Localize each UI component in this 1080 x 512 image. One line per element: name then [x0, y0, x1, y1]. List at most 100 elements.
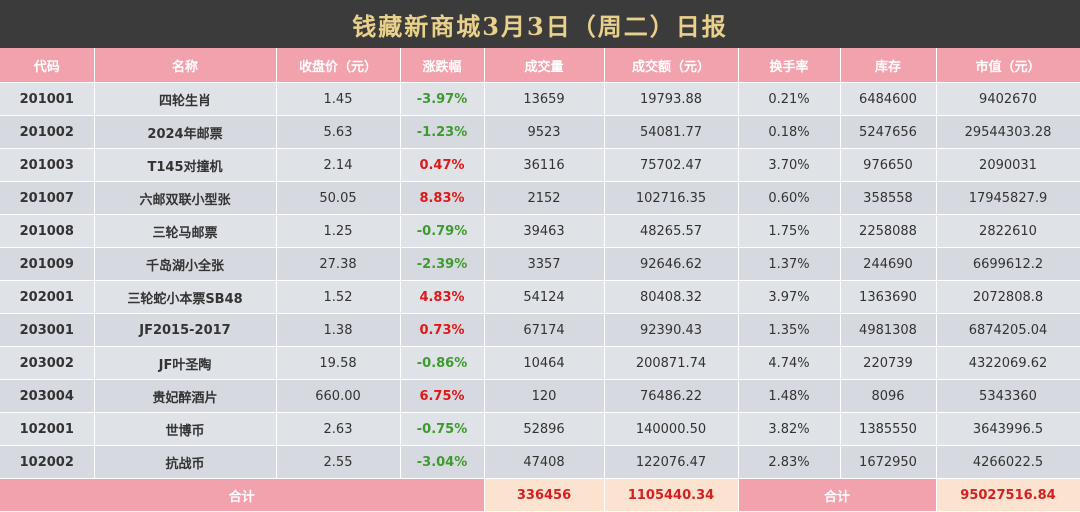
- cell-turnover-rate: 0.21%: [738, 82, 841, 116]
- table-row: 203004 贵妃醉酒片 660.00 6.75% 120 76486.22 1.48% 80…: [0, 379, 1080, 413]
- cell-change: -2.39%: [400, 247, 485, 281]
- cell-stock: 1385550: [840, 412, 937, 446]
- cell-name: T145对撞机: [94, 148, 277, 182]
- cell-code: 203002: [0, 346, 95, 380]
- cell-code: 203001: [0, 313, 95, 347]
- cell-market-value: 29544303.28: [936, 115, 1080, 149]
- cell-turnover: 200871.74: [604, 346, 739, 380]
- cell-market-value: 4266022.5: [936, 445, 1080, 479]
- cell-turnover-rate: 3.82%: [738, 412, 841, 446]
- cell-stock: 8096: [840, 379, 937, 413]
- cell-code: 203004: [0, 379, 95, 413]
- cell-market-value: 6874205.04: [936, 313, 1080, 347]
- cell-name: JF叶圣陶: [94, 346, 277, 380]
- cell-stock: 358558: [840, 181, 937, 215]
- table-row: 201003 T145对撞机 2.14 0.47% 36116 75702.47 3.70%…: [0, 148, 1080, 182]
- cell-turnover-rate: 3.70%: [738, 148, 841, 182]
- total-row: 合计 336456 1105440.34 合计 95027516.84: [0, 478, 1080, 512]
- table-row: 203001 JF2015-2017 1.38 0.73% 67174 92390.43 1…: [0, 313, 1080, 347]
- cell-stock: 976650: [840, 148, 937, 182]
- total-turnover: 1105440.34: [604, 478, 739, 512]
- cell-code: 102001: [0, 412, 95, 446]
- table-row: 201009 千岛湖小全张 27.38 -2.39% 3357 92646.62 1.37%…: [0, 247, 1080, 281]
- cell-volume: 52896: [484, 412, 605, 446]
- cell-code: 202001: [0, 280, 95, 314]
- header-name: 名称: [94, 48, 277, 83]
- cell-volume: 36116: [484, 148, 605, 182]
- cell-name: 抗战币: [94, 445, 277, 479]
- header-turnover: 成交额（元）: [604, 48, 739, 83]
- header-volume: 成交量: [484, 48, 605, 83]
- cell-volume: 54124: [484, 280, 605, 314]
- cell-volume: 3357: [484, 247, 605, 281]
- cell-close-price: 5.63: [276, 115, 401, 149]
- cell-close-price: 1.38: [276, 313, 401, 347]
- cell-market-value: 5343360: [936, 379, 1080, 413]
- cell-volume: 2152: [484, 181, 605, 215]
- cell-turnover-rate: 0.60%: [738, 181, 841, 215]
- cell-code: 102002: [0, 445, 95, 479]
- cell-code: 201002: [0, 115, 95, 149]
- cell-volume: 67174: [484, 313, 605, 347]
- cell-code: 201009: [0, 247, 95, 281]
- table-row: 201007 六邮双联小型张 50.05 8.83% 2152 102716.35 0.60…: [0, 181, 1080, 215]
- cell-close-price: 1.52: [276, 280, 401, 314]
- cell-volume: 47408: [484, 445, 605, 479]
- cell-market-value: 9402670: [936, 82, 1080, 116]
- cell-name: 三轮蛇小本票SB48: [94, 280, 277, 314]
- cell-turnover: 19793.88: [604, 82, 739, 116]
- cell-close-price: 27.38: [276, 247, 401, 281]
- header-stock: 库存: [840, 48, 937, 83]
- table-row: 102002 抗战币 2.55 -3.04% 47408 122076.47 2.83% 16…: [0, 445, 1080, 479]
- header-row: 代码 名称 收盘价（元） 涨跌幅 成交量 成交额（元） 换手率 库存 市值（元）: [0, 48, 1080, 83]
- cell-name: 世博币: [94, 412, 277, 446]
- cell-market-value: 4322069.62: [936, 346, 1080, 380]
- cell-turnover: 76486.22: [604, 379, 739, 413]
- header-code: 代码: [0, 48, 95, 83]
- cell-change: -3.04%: [400, 445, 485, 479]
- cell-code: 201003: [0, 148, 95, 182]
- cell-volume: 39463: [484, 214, 605, 248]
- table-row: 202001 三轮蛇小本票SB48 1.52 4.83% 54124 80408.32 3.…: [0, 280, 1080, 314]
- cell-stock: 5247656: [840, 115, 937, 149]
- cell-change: 8.83%: [400, 181, 485, 215]
- cell-turnover: 92390.43: [604, 313, 739, 347]
- cell-close-price: 2.63: [276, 412, 401, 446]
- cell-name: 四轮生肖: [94, 82, 277, 116]
- cell-stock: 6484600: [840, 82, 937, 116]
- cell-change: -0.75%: [400, 412, 485, 446]
- cell-code: 201001: [0, 82, 95, 116]
- cell-close-price: 2.55: [276, 445, 401, 479]
- cell-volume: 13659: [484, 82, 605, 116]
- header-market-value: 市值（元）: [936, 48, 1080, 83]
- cell-turnover-rate: 0.18%: [738, 115, 841, 149]
- cell-stock: 1363690: [840, 280, 937, 314]
- cell-market-value: 3643996.5: [936, 412, 1080, 446]
- cell-turnover-rate: 1.37%: [738, 247, 841, 281]
- cell-volume: 9523: [484, 115, 605, 149]
- cell-market-value: 2072808.8: [936, 280, 1080, 314]
- cell-turnover: 122076.47: [604, 445, 739, 479]
- cell-market-value: 2090031: [936, 148, 1080, 182]
- cell-change: 0.73%: [400, 313, 485, 347]
- cell-name: 千岛湖小全张: [94, 247, 277, 281]
- cell-turnover: 92646.62: [604, 247, 739, 281]
- cell-turnover: 102716.35: [604, 181, 739, 215]
- header-change: 涨跌幅: [400, 48, 485, 83]
- cell-turnover: 140000.50: [604, 412, 739, 446]
- header-turnover-rate: 换手率: [738, 48, 841, 83]
- header-close-price: 收盘价（元）: [276, 48, 401, 83]
- cell-stock: 2258088: [840, 214, 937, 248]
- cell-stock: 244690: [840, 247, 937, 281]
- table-row: 102001 世博币 2.63 -0.75% 52896 140000.50 3.82% 13…: [0, 412, 1080, 446]
- cell-name: 三轮马邮票: [94, 214, 277, 248]
- cell-change: -0.86%: [400, 346, 485, 380]
- cell-turnover-rate: 2.83%: [738, 445, 841, 479]
- cell-change: 6.75%: [400, 379, 485, 413]
- cell-close-price: 1.45: [276, 82, 401, 116]
- cell-name: 贵妃醉酒片: [94, 379, 277, 413]
- cell-close-price: 50.05: [276, 181, 401, 215]
- cell-change: -0.79%: [400, 214, 485, 248]
- cell-turnover: 54081.77: [604, 115, 739, 149]
- cell-market-value: 17945827.9: [936, 181, 1080, 215]
